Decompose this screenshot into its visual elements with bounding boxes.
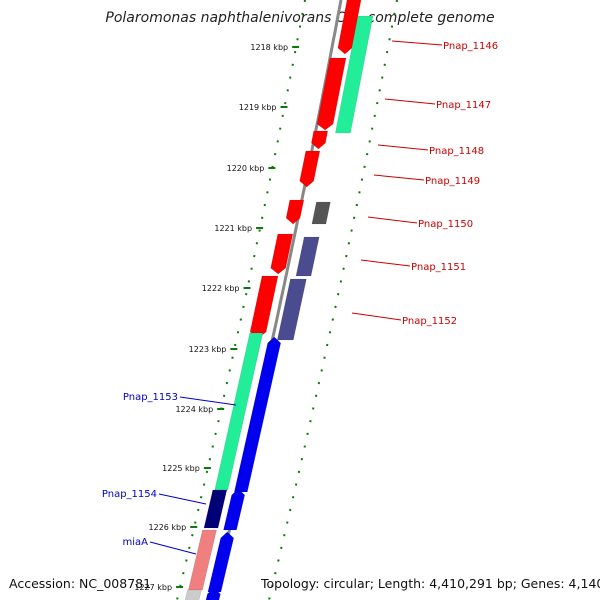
feature-blue-4 — [205, 587, 221, 600]
feature-red-6 — [270, 233, 294, 275]
gene-label-right: Pnap_1148 — [429, 146, 484, 157]
gene-labels: Pnap_1146 Pnap_1147 Pnap_1148 Pnap_1149 Pnap… — [102, 40, 498, 555]
label-line — [351, 312, 402, 321]
label-line — [377, 144, 429, 151]
feature-red-2 — [316, 57, 347, 131]
tick-label: 1220 kbp — [227, 164, 265, 173]
feature-red-3 — [311, 130, 329, 150]
tick-label: 1221 kbp — [214, 224, 252, 233]
tick-label: 1219 kbp — [239, 103, 277, 112]
feature-navy-1 — [203, 489, 228, 529]
gene-label-right: Pnap_1150 — [418, 219, 473, 230]
feature-pink-1 — [188, 529, 217, 591]
accession-text: Accession: NC_008781 — [9, 576, 152, 591]
tick-label: 1225 kbp — [162, 464, 200, 473]
feature-gray-2 — [184, 589, 202, 600]
feature-green-2 — [214, 332, 264, 491]
label-line — [367, 216, 418, 224]
tick-label: 1222 kbp — [202, 284, 240, 293]
feature-blue-3 — [207, 531, 235, 593]
scale-ticks: 1218 kbp 1219 kbp 1220 kbp 1221 kbp 1222 kbp… — [134, 43, 300, 592]
feature-red-1 — [337, 0, 362, 55]
feature-green-1 — [335, 15, 374, 134]
label-line — [391, 40, 443, 46]
feature-blue-2 — [223, 488, 246, 531]
tick-label: 1226 kbp — [149, 523, 187, 532]
gene-label-right: Pnap_1152 — [402, 316, 457, 327]
label-line — [158, 493, 207, 505]
tick-label: 1223 kbp — [189, 345, 227, 354]
feature-red-5 — [285, 199, 305, 225]
gene-label-right: Pnap_1149 — [425, 176, 480, 187]
feature-blue-1 — [233, 336, 282, 493]
map-title: Polaromonas naphthalenivorans CJ2, compl… — [105, 10, 495, 26]
label-line — [373, 174, 425, 181]
gene-label-left: miaA — [123, 537, 149, 548]
gene-label-right: Pnap_1151 — [411, 262, 466, 273]
label-line — [179, 396, 237, 406]
tick-label: 1218 kbp — [250, 43, 288, 52]
gene-label-right: Pnap_1147 — [436, 100, 491, 111]
label-line — [149, 541, 197, 555]
feature-red-4 — [299, 150, 321, 188]
tick-label: 1224 kbp — [175, 405, 213, 414]
gene-label-left: Pnap_1154 — [102, 489, 157, 500]
feature-gray-1 — [311, 201, 331, 225]
gene-label-right: Pnap_1146 — [443, 41, 498, 52]
label-line — [384, 98, 436, 105]
topology-text: Topology: circular; Length: 4,410,291 bp… — [261, 576, 600, 591]
tick-label: 1227 kbp — [134, 583, 172, 592]
feature-slate-1 — [295, 236, 320, 277]
gene-features — [184, 0, 374, 600]
feature-slate-2 — [276, 278, 307, 341]
gene-label-left: Pnap_1153 — [123, 392, 178, 403]
label-line — [360, 259, 411, 267]
